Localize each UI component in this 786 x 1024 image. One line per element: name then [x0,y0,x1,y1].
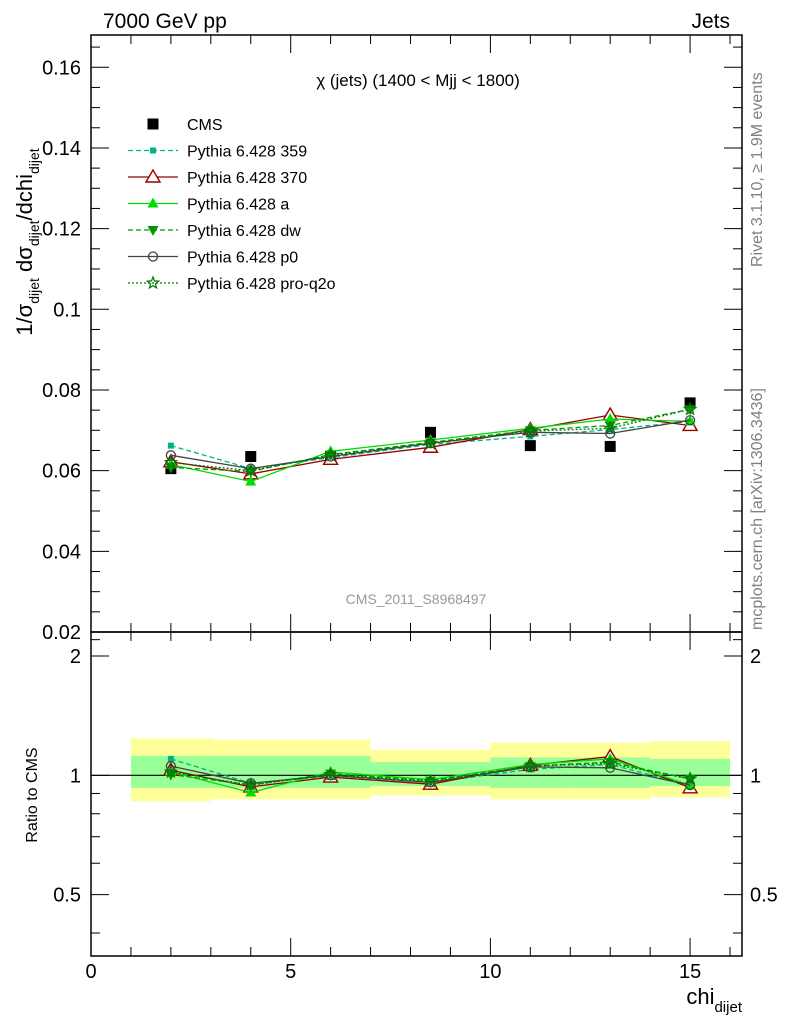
main-axis-ticks: 0.02 0.04 0.06 0.08 0.1 0.12 0.14 0.16 [42,35,742,644]
legend-item: Pythia 6.428 359 [128,144,307,161]
data-point [525,427,536,438]
x-tick-label: 15 [679,961,701,983]
data-point [167,442,174,449]
y-tick-label: 0.02 [42,622,81,644]
y-tick-label: 2 [70,646,81,668]
data-point [163,454,179,469]
data-point [323,447,338,462]
legend-marker [145,275,161,290]
data-point [684,415,696,426]
ratio-plot-area [91,738,742,802]
series-line [170,419,691,470]
ratio-series-pythia-6-428-pro-q2o [163,756,698,792]
main-plot-area [162,397,699,486]
data-point [682,771,698,786]
legend-marker [147,226,159,236]
legend-label: Pythia 6.428 pro-q2o [187,276,336,293]
svg-text:1/σdijet dσdijet/dchidijet: 1/σdijet dσdijet/dchidijet [12,148,42,336]
data-point [167,755,174,762]
data-point [604,413,616,424]
y-tick-label: 0.16 [42,57,81,79]
data-point [605,428,616,439]
category-label: Jets [691,10,730,33]
x-axis-label: chidijet [686,984,742,1016]
data-point [524,440,536,452]
legend-label: Pythia 6.428 a [187,197,289,214]
y-tick-label-right: 0.5 [750,885,778,907]
data-point [682,401,698,416]
watermark: CMS_2011_S8968497 [346,591,487,607]
data-point [424,426,436,438]
energy-label: 7000 GeV pp [103,10,227,33]
legend-item: Pythia 6.428 pro-q2o [128,275,336,293]
legend-item: Pythia 6.428 dw [128,223,301,240]
legend-marker [150,147,156,154]
ratio-panel: 0 5 10 15 0.5 0.5 1 1 2 2 Ratio to CMS chidijet [24,631,778,1016]
main-series-pythia-6-428-pro-q2o [163,401,698,477]
data-point [423,435,438,450]
y-tick-label: 0.5 [53,885,81,907]
x-tick-label: 10 [479,961,501,983]
main-panel: 0.02 0.04 0.06 0.08 0.1 0.12 0.14 0.16 χ (jets)… [12,34,743,644]
legend-item: CMS [147,117,223,134]
y-tick-label: 0.12 [42,219,81,241]
series-line [170,765,691,786]
data-point [323,766,338,781]
data-point [602,420,618,435]
y-tick-label: 0.1 [53,299,81,321]
data-point [245,475,257,486]
legend-label: Pythia 6.428 359 [187,144,307,161]
data-point [163,764,179,779]
data-point [602,756,618,770]
legend-item: Pythia 6.428 370 [128,168,307,187]
y-tick-label: 1 [70,765,81,787]
legend-label: Pythia 6.428 p0 [187,250,298,267]
legend-item: Pythia 6.428 p0 [128,250,298,267]
data-point [684,779,696,791]
y-tick-label: 0.14 [42,138,81,160]
series-line [170,763,691,786]
legend-label: CMS [187,117,223,134]
legend: CMS Pythia 6.428 359 Pythia 6.428 370 Pythi… [128,117,336,293]
legend-label: Pythia 6.428 370 [187,170,307,187]
legend-label: Pythia 6.428 dw [187,223,301,240]
data-point [523,423,538,438]
legend-marker [147,197,159,208]
data-point [165,760,177,772]
svg-text:chidijet: chidijet [686,984,742,1016]
data-point [243,777,259,792]
x-tick-label: 5 [285,961,296,983]
series-line [170,408,691,472]
data-point [245,451,257,463]
mcplots-label: mcplots.cern.ch [arXiv:1306.3436] [749,388,766,630]
legend-marker [144,168,162,183]
ratio-ylabel: Ratio to CMS [24,747,41,842]
x-tick-label: 0 [85,961,96,983]
data-point [525,761,536,773]
y-tick-label-right: 1 [750,765,761,787]
ratio-axis-ticks: 0 5 10 15 0.5 0.5 1 1 2 2 [53,632,778,983]
data-point [604,421,616,432]
y-tick-label: 0.08 [42,380,81,402]
legend-marker [147,118,159,130]
data-point [523,758,538,773]
data-point [243,462,259,477]
data-point [165,450,177,461]
main-title: χ (jets) (1400 < Mjj < 1800) [316,71,520,90]
data-point [245,786,257,797]
y-tick-label-right: 2 [750,646,761,668]
data-point [605,762,616,773]
legend-item: Pythia 6.428 a [128,197,289,214]
y-tick-label: 0.06 [42,461,81,483]
rivet-label: Rivet 3.1.10, ≥ 1.9M events [749,72,766,267]
data-point [423,773,438,788]
main-ylabel: 1/σdijet dσdijet/dchidijet [12,148,42,336]
ratio-frame [90,631,743,957]
data-point [604,440,616,452]
legend-marker [147,251,159,262]
y-tick-label: 0.04 [42,541,81,563]
data-point [425,777,436,788]
